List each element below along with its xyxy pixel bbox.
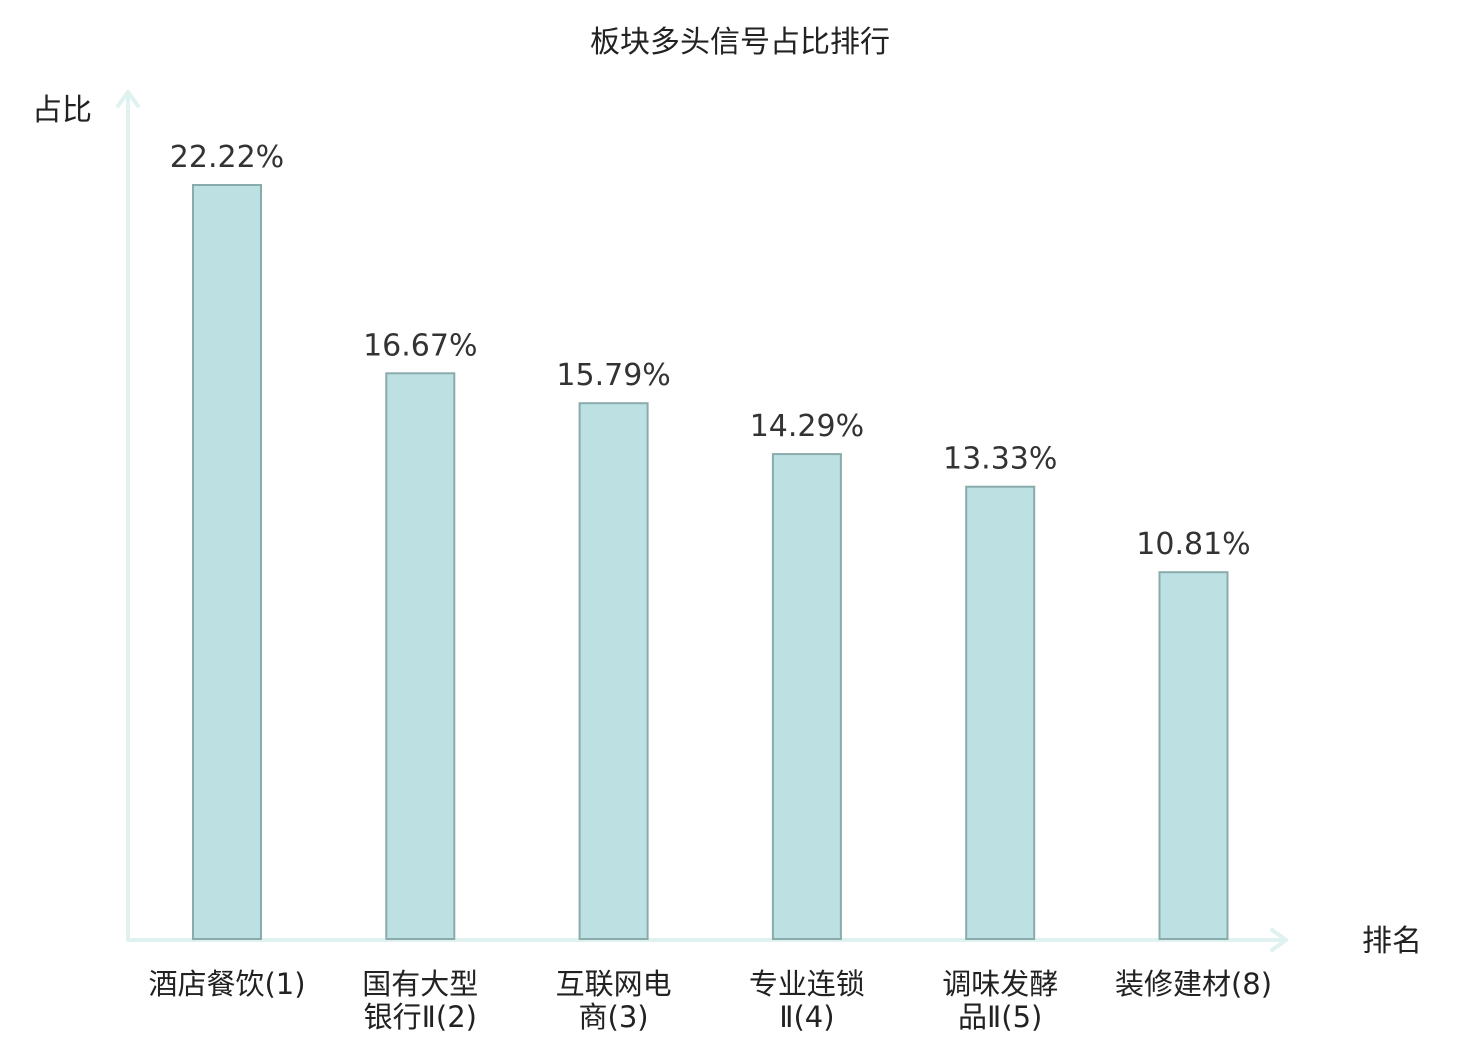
bar-value-label: 13.33% (943, 442, 1057, 477)
bar-value-label: 22.22% (170, 140, 284, 175)
x-tick-label: 装修建材(8) (1115, 967, 1272, 1001)
x-tick-label: 品Ⅱ(5) (958, 1000, 1042, 1034)
x-tick-label: 银行Ⅱ(2) (364, 1000, 477, 1034)
chart-title: 板块多头信号占比排行 (590, 25, 890, 60)
x-axis-arrow (1270, 928, 1288, 952)
x-tick-label: 国有大型 (362, 967, 478, 1001)
x-tick-label: Ⅱ(4) (779, 1000, 834, 1034)
x-tick-label: 专业连锁 (749, 967, 865, 1001)
y-axis-label: 占比 (32, 93, 92, 128)
bar-value-label: 10.81% (1136, 527, 1250, 562)
x-tick-label: 商(3) (579, 1000, 649, 1034)
x-tick-label: 调味发酵 (942, 967, 1058, 1001)
x-axis-label: 排名 (1362, 924, 1422, 959)
bar-value-label: 14.29% (750, 409, 864, 444)
bar (771, 453, 842, 940)
bar (192, 184, 262, 940)
bar (1158, 571, 1229, 940)
x-tick-label: 酒店餐饮(1) (148, 967, 305, 1001)
bar (965, 485, 1036, 940)
value-labels-group: 22.22% 16.67% 15.79% 14.29% 13.33% 10.81% (170, 140, 1251, 562)
bar-value-label: 15.79% (556, 358, 670, 393)
bars-group (192, 184, 1229, 940)
bar-value-label: 16.67% (363, 328, 477, 363)
bar (578, 402, 649, 940)
bar (385, 372, 456, 940)
x-tick-label: 互联网电 (556, 967, 672, 1001)
axes (116, 90, 1288, 952)
